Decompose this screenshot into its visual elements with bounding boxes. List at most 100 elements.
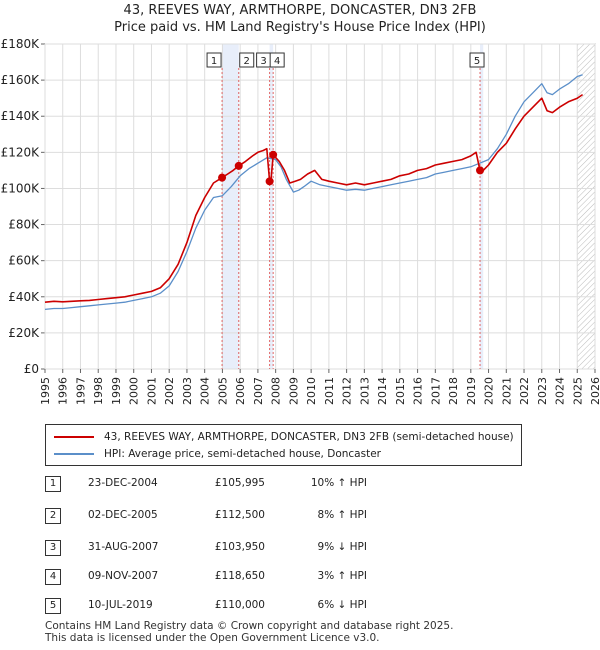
sale-period-shading [269, 44, 274, 369]
legend-item-property: 43, REEVES WAY, ARMTHORPE, DONCASTER, DN… [54, 429, 514, 445]
x-tick-label: 2010 [305, 377, 318, 405]
footer-notice: Contains HM Land Registry data © Crown c… [45, 620, 453, 644]
transaction-row: 2 02-DEC-2005 £112,500 8% ↑ HPI [45, 508, 505, 528]
legend-item-hpi: HPI: Average price, semi-detached house,… [54, 446, 381, 462]
x-tick-label: 2009 [287, 377, 300, 405]
sale-number-label: 5 [474, 56, 480, 67]
sale-number-box [239, 52, 255, 68]
y-tick-label: £0 [24, 362, 39, 376]
sale-point [234, 161, 243, 170]
sale-number-box [206, 52, 222, 68]
transaction-hpi: 8% ↑ HPI [317, 509, 367, 521]
x-tick-label: 2021 [500, 377, 513, 405]
x-tick-label: 2015 [394, 377, 407, 405]
x-tick-label: 2002 [163, 377, 176, 405]
legend-label-hpi: HPI: Average price, semi-detached house,… [104, 448, 381, 460]
sale-number-label: 4 [274, 56, 280, 67]
plot-area [44, 43, 596, 370]
transaction-date: 02-DEC-2005 [88, 509, 158, 521]
x-tick-label: 2007 [252, 377, 265, 405]
y-tick-label: £120K [1, 145, 41, 159]
legend-swatch-hpi [54, 453, 94, 455]
x-tick-label: 2020 [483, 377, 496, 405]
x-tick-label: 2012 [341, 377, 354, 405]
series-line-hpi [44, 74, 583, 311]
transaction-price: £105,995 [214, 477, 265, 489]
chart-title: 43, REEVES WAY, ARMTHORPE, DONCASTER, DN… [123, 3, 477, 18]
y-tick-label: £80K [8, 218, 40, 232]
x-tick-label: 1997 [74, 377, 87, 405]
legend-swatch-property [54, 436, 94, 438]
x-tick-label: 2013 [358, 377, 371, 405]
transaction-hpi: 10% ↑ HPI [310, 477, 367, 489]
x-tick-label: 2016 [412, 377, 425, 405]
y-tick-label: £60K [8, 254, 40, 268]
x-tick-label: 2014 [376, 377, 389, 405]
y-tick-label: £20K [8, 326, 40, 340]
price-chart: £0 £20K £40K £60K £80K £100K £120K £140K £160K £1… [1, 37, 600, 405]
x-tick-label: 2025 [571, 377, 584, 405]
sale-point [476, 166, 485, 175]
chart-subtitle: Price paid vs. HM Land Registry's House … [114, 20, 486, 35]
transaction-date: 09-NOV-2007 [88, 570, 159, 582]
sale-point [265, 177, 274, 186]
x-tick-label: 2000 [128, 377, 141, 405]
x-tick-label: 2005 [216, 377, 229, 405]
y-tick-label: £160K [1, 73, 41, 87]
x-tick-label: 2023 [536, 377, 549, 405]
sale-point [269, 150, 278, 159]
x-tick-label: 2024 [554, 377, 567, 405]
sale-number-label: 1 [211, 56, 217, 67]
footer-line-licence: This data is licensed under the Open Gov… [45, 632, 380, 644]
y-tick-label: £180K [1, 37, 41, 51]
footer-line-copyright: Contains HM Land Registry data © Crown c… [45, 620, 454, 632]
transaction-date: 10-JUL-2019 [88, 599, 153, 611]
series-line-property [44, 93, 584, 303]
x-tick-label: 2006 [234, 377, 247, 405]
transaction-price: £110,000 [214, 599, 265, 611]
x-tick-label: 2004 [199, 377, 212, 405]
x-tick-label: 2019 [465, 377, 478, 405]
x-tick-label: 2026 [589, 377, 600, 405]
y-tick-label: £140K [1, 109, 41, 123]
transaction-price: £118,650 [214, 570, 265, 582]
transaction-row: 1 23-DEC-2004 £105,995 10% ↑ HPI [45, 476, 505, 496]
transaction-date: 23-DEC-2004 [88, 477, 158, 489]
legend-label-property: 43, REEVES WAY, ARMTHORPE, DONCASTER, DN… [104, 431, 514, 443]
sale-number-label: 3 [260, 56, 266, 67]
sale-point [218, 173, 227, 182]
x-tick-label: 2017 [429, 377, 442, 405]
projection-hatch [577, 44, 595, 369]
x-tick-label: 1996 [57, 377, 70, 405]
chart-legend: 43, REEVES WAY, ARMTHORPE, DONCASTER, DN… [45, 424, 522, 466]
transaction-number: 3 [45, 540, 61, 556]
sale-number-box [269, 52, 285, 68]
transaction-row: 3 31-AUG-2007 £103,950 9% ↓ HPI [45, 540, 505, 560]
transaction-hpi: 3% ↑ HPI [317, 570, 367, 582]
y-tick-label: £100K [1, 181, 41, 195]
x-tick-label: 2003 [181, 377, 194, 405]
x-tick-label: 2022 [518, 377, 531, 405]
x-tick-label: 1998 [92, 377, 105, 405]
sale-number-label: 2 [244, 56, 250, 67]
transaction-number: 5 [45, 598, 61, 614]
x-tick-label: 2018 [447, 377, 460, 405]
x-tick-label: 2008 [270, 377, 283, 405]
x-tick-label: 2001 [145, 377, 158, 405]
transaction-row: 5 10-JUL-2019 £110,000 6% ↓ HPI [45, 598, 505, 618]
x-tick-label: 1999 [110, 377, 123, 405]
transaction-price: £103,950 [214, 541, 265, 553]
transaction-number: 1 [45, 476, 61, 492]
transaction-number: 2 [45, 508, 61, 524]
x-tick-label: 1995 [39, 377, 52, 405]
transaction-price: £112,500 [214, 509, 265, 521]
sale-period-shading [222, 44, 239, 369]
transaction-hpi: 9% ↓ HPI [317, 541, 367, 553]
y-tick-label: £40K [8, 290, 40, 304]
sale-number-box [469, 52, 485, 68]
x-tick-label: 2011 [323, 377, 336, 405]
transaction-row: 4 09-NOV-2007 £118,650 3% ↑ HPI [45, 569, 505, 589]
transaction-hpi: 6% ↓ HPI [317, 599, 367, 611]
transaction-number: 4 [45, 569, 61, 585]
sale-period-shading [480, 44, 484, 369]
